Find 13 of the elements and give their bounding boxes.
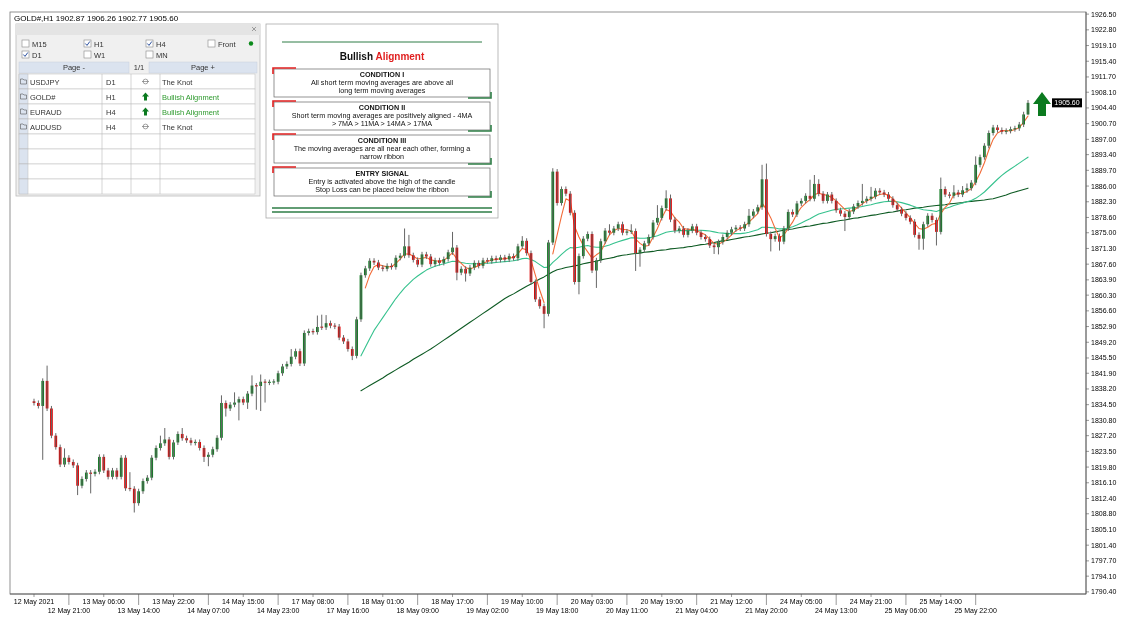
chart-title: GOLD#,H1 1902.87 1906.26 1902.77 1905.60 xyxy=(14,14,179,23)
candlestick xyxy=(956,189,960,198)
candlestick xyxy=(690,223,694,234)
line-series xyxy=(360,187,1029,392)
candlestick xyxy=(425,251,428,260)
candlestick xyxy=(756,204,760,215)
candlestick xyxy=(272,378,276,386)
candlestick xyxy=(900,206,903,217)
candlestick xyxy=(961,185,964,198)
candlestick xyxy=(738,224,742,232)
candlestick xyxy=(677,225,681,234)
text: Bullish Alignment xyxy=(339,51,425,62)
candlestick xyxy=(612,225,616,236)
